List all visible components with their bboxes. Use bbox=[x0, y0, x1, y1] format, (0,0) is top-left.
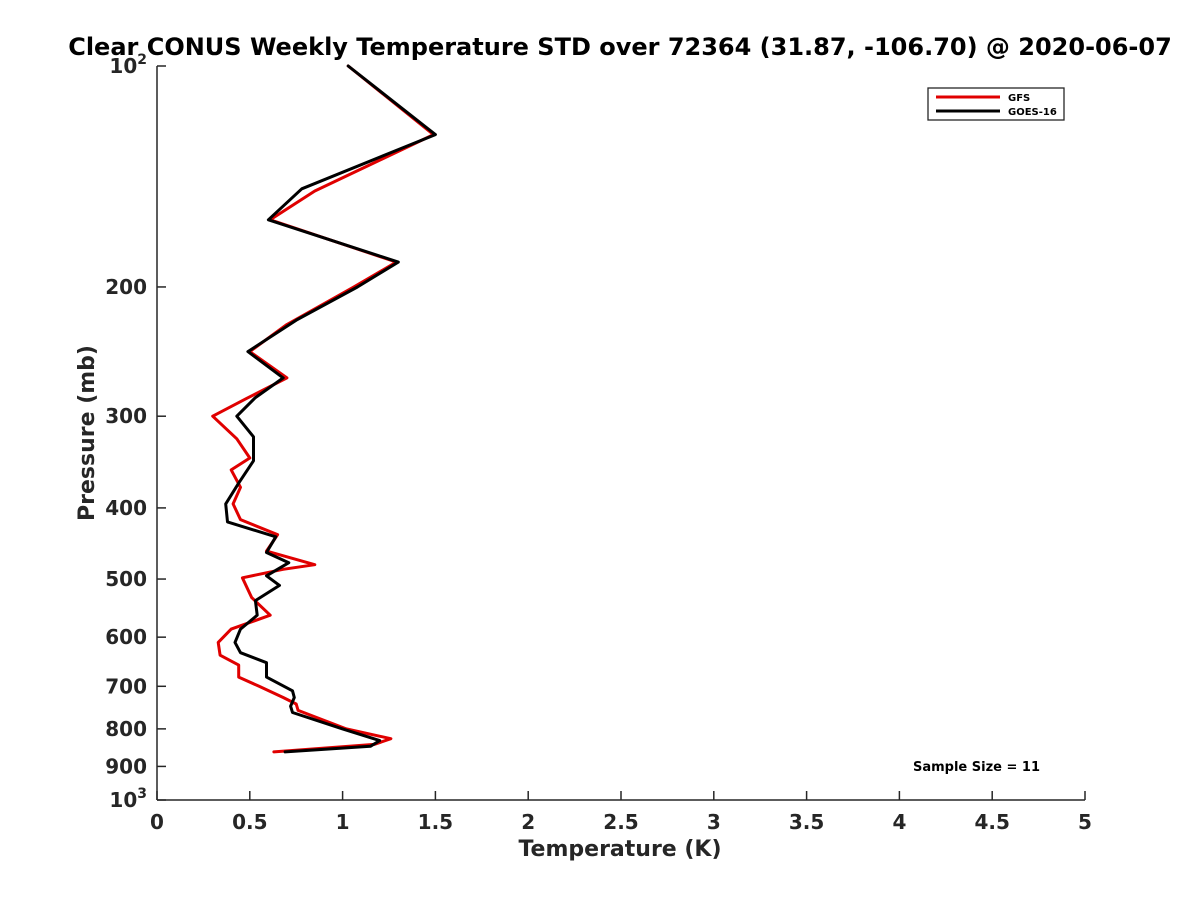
x-tick-label: 2.5 bbox=[603, 810, 638, 834]
x-tick-label: 4 bbox=[892, 810, 906, 834]
sample-size-annotation: Sample Size = 11 bbox=[913, 760, 1040, 775]
legend-label: GFS bbox=[1008, 93, 1030, 104]
x-tick-label: 2 bbox=[521, 810, 535, 834]
y-tick-base: 10 bbox=[109, 788, 137, 812]
y-tick-label: 103 bbox=[109, 786, 147, 812]
legend-label: GOES-16 bbox=[1008, 107, 1057, 118]
chart-title: Clear CONUS Weekly Temperature STD over … bbox=[68, 33, 1172, 61]
series-line-goes-16 bbox=[224, 64, 437, 754]
x-tick-label: 3 bbox=[707, 810, 721, 834]
y-tick-label: 102 bbox=[109, 52, 147, 78]
y-axis-label: Pressure (mb) bbox=[75, 345, 100, 521]
y-tick-exponent: 2 bbox=[137, 52, 147, 68]
axes: 0 0.5 1 1.5 2 2.5 3 3.5 4 4.5 51022003004005006007… bbox=[105, 52, 1092, 834]
x-tick-label: 3.5 bbox=[789, 810, 824, 834]
y-tick-label: 900 bbox=[105, 754, 147, 778]
x-tick-label: 0.5 bbox=[232, 810, 267, 834]
series-layer bbox=[211, 64, 437, 754]
x-tick-label: 1.5 bbox=[418, 810, 453, 834]
y-tick-label: 200 bbox=[105, 275, 147, 299]
legend-box bbox=[927, 87, 1065, 121]
y-tick-label: 600 bbox=[105, 625, 147, 649]
y-tick-label: 800 bbox=[105, 717, 147, 741]
x-tick-label: 1 bbox=[336, 810, 350, 834]
x-axis-label: Temperature (K) bbox=[518, 837, 721, 862]
y-tick-label: 500 bbox=[105, 567, 147, 591]
x-tick-label: 5 bbox=[1078, 810, 1092, 834]
x-tick-label: 0 bbox=[150, 810, 164, 834]
y-tick-base: 10 bbox=[109, 54, 137, 78]
y-tick-label: 300 bbox=[105, 404, 147, 428]
y-tick-exponent: 3 bbox=[137, 786, 147, 802]
y-tick-label: 400 bbox=[105, 496, 147, 520]
legend: GFS GOES-16 bbox=[927, 87, 1065, 121]
x-tick-label: 4.5 bbox=[974, 810, 1009, 834]
y-tick-label: 700 bbox=[105, 674, 147, 698]
